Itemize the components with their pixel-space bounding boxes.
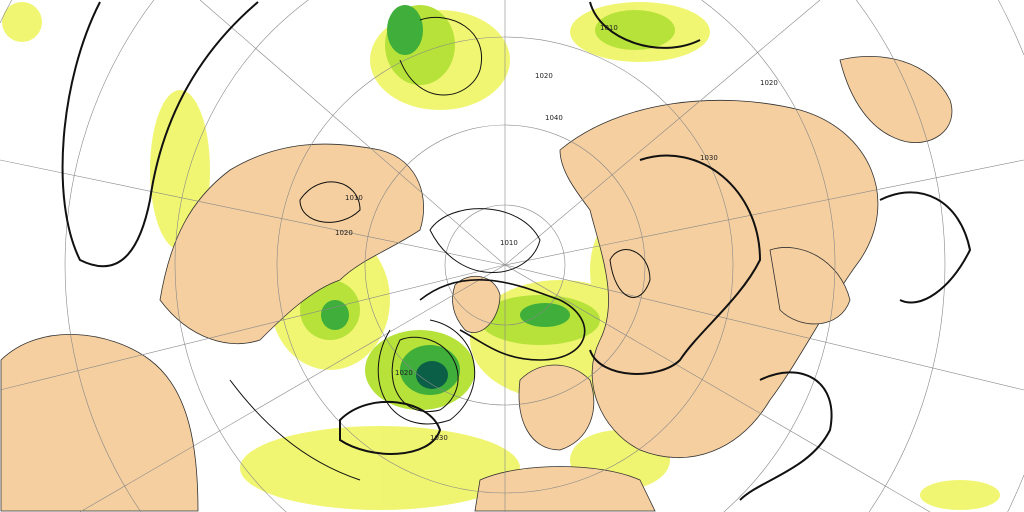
isobar-label: 1020 — [335, 229, 353, 237]
isobar-labels: 1010 1020 1030 1040 1010 1020 1030 1020 … — [335, 24, 778, 442]
isobar-label: 1010 — [345, 194, 363, 202]
land-north-america — [159, 143, 424, 344]
isobar-label: 1020 — [760, 79, 778, 87]
land-eurasia — [559, 99, 879, 458]
land-east-asia — [769, 247, 851, 325]
isobars — [61, 1, 972, 501]
landmasses — [0, 56, 953, 512]
isobar-label: 1030 — [430, 434, 448, 442]
isobar-label: 1030 — [700, 154, 718, 162]
land-siberia-east — [839, 56, 953, 143]
precipitation-extreme — [416, 361, 448, 389]
isobar-label: 1010 — [600, 24, 618, 32]
land-south-america — [0, 334, 199, 512]
isobar-label: 1040 — [545, 114, 563, 122]
isobar-label: 1020 — [535, 72, 553, 80]
land-africa — [474, 466, 656, 512]
isobar-label: 1010 — [500, 239, 518, 247]
isobar-label: 1020 — [395, 369, 413, 377]
